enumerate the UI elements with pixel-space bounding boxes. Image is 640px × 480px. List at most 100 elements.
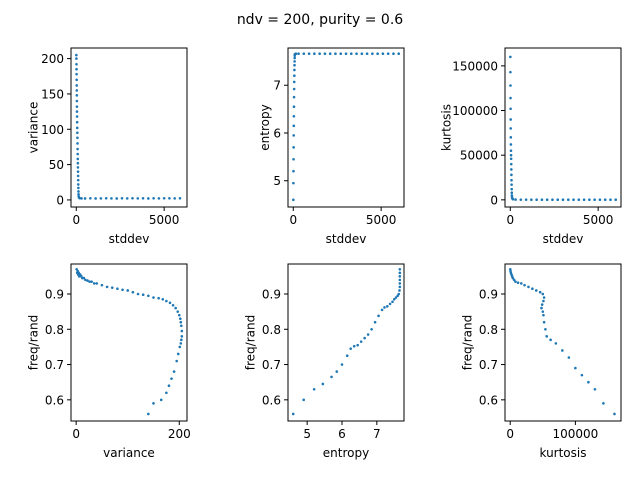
data-point [147,197,150,200]
y-axis-label: freq/rand [461,315,475,370]
data-point [180,335,184,338]
plot-frame [287,263,405,422]
data-point [514,198,517,201]
data-point [75,62,78,66]
data-point [523,283,526,287]
y-axis-label: kurtosis [439,104,453,151]
data-point [323,52,327,56]
x-axis-label: stddev [109,232,150,246]
data-point [355,52,358,56]
data-point [293,74,296,77]
data-point [398,285,402,289]
data-point [328,52,332,56]
data-point [82,276,86,280]
y-tick-label: 7 [273,79,281,93]
data-point [334,52,337,56]
y-tick-label: 0.6 [45,393,64,407]
y-tick-label: 0.8 [45,323,64,337]
data-point [75,78,78,82]
data-point [509,70,512,74]
data-point [76,183,80,186]
x-axis-label: variance [103,446,155,460]
data-point [178,345,182,349]
data-point [587,380,590,384]
y-axis-label: entropy [258,104,272,150]
y-tick-label: 0.6 [262,393,281,407]
y-tick-label: 0.7 [45,358,64,372]
data-point [291,412,295,416]
data-point [180,329,184,333]
y-tick-label: 100000 [452,104,498,118]
data-point [359,340,363,343]
data-point [613,412,616,416]
data-point [580,373,584,377]
data-point [131,290,135,294]
data-point [292,105,296,109]
y-tick-label: 50 [49,158,64,172]
panel-4: 0 200 0.6 0.7 0.8 0.9 variance freq/rand [27,263,191,460]
data-point [116,287,119,291]
data-point [524,198,528,201]
data-point [377,314,380,318]
data-point [577,198,581,202]
data-point [76,147,79,151]
panel-1: 0 5000 0 50 100 150 200 stddev variance [27,47,188,246]
data-point [614,198,618,202]
x-tick-label: 6 [338,427,346,441]
data-point [152,402,155,405]
data-point [168,301,172,305]
data-point [542,296,546,299]
data-point [302,398,305,402]
data-point [531,287,534,291]
data-point [76,178,80,182]
data-point [538,290,542,294]
data-point [339,52,343,56]
data-point [136,292,140,296]
data-point [373,320,377,324]
data-point [602,402,605,405]
data-point [292,134,296,137]
y-axis-label: variance [27,102,41,154]
data-point [75,110,79,113]
data-point [398,267,402,271]
data-point [120,197,124,200]
data-point [75,115,79,118]
data-point [302,52,306,56]
y-tick-label: 5 [273,174,281,188]
data-point [510,183,513,186]
data-point [509,153,513,157]
data-point [173,197,176,200]
data-point [370,327,373,331]
x-tick-label: 0 [72,427,80,441]
data-point [293,56,296,60]
data-point [572,198,575,202]
data-point [510,173,513,177]
data-point [510,191,514,195]
data-point [293,68,296,72]
data-point [76,152,79,156]
data-point [509,143,513,146]
data-point [541,310,545,313]
data-point [385,305,389,308]
data-point [356,343,359,347]
data-point [519,198,523,201]
data-point [94,197,97,200]
data-point [588,198,591,202]
data-point [554,342,558,345]
data-point [76,157,80,161]
data-point [335,370,339,373]
data-point [75,84,79,87]
x-tick-label: 5000 [583,213,614,227]
data-point [99,197,103,200]
data-point [178,197,182,200]
data-point [152,296,155,299]
data-point [165,391,168,395]
data-point [509,84,512,87]
data-point [292,146,295,149]
x-tick-label: 0 [72,213,80,227]
data-point [84,278,87,282]
data-point [509,149,513,153]
data-point [540,198,544,202]
x-tick-label: 5000 [366,213,397,227]
